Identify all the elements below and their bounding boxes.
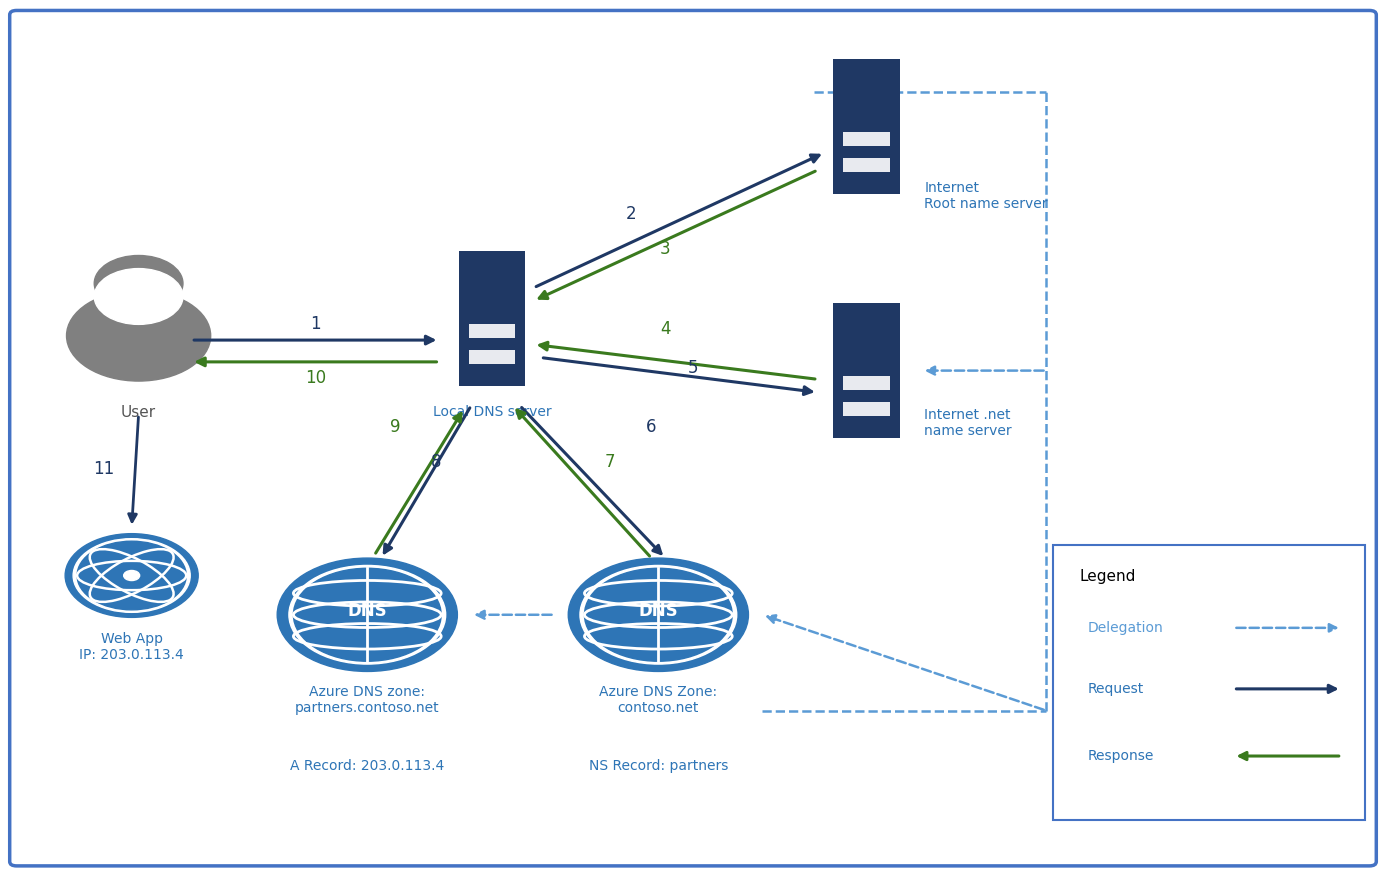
Text: Local DNS server: Local DNS server [432,405,552,419]
FancyBboxPatch shape [1053,545,1365,820]
FancyBboxPatch shape [10,10,1376,866]
FancyBboxPatch shape [833,59,900,194]
Text: Azure DNS Zone:
contoso.net: Azure DNS Zone: contoso.net [599,685,718,715]
Circle shape [288,565,446,664]
Circle shape [277,558,457,671]
Text: 1: 1 [310,316,320,333]
Text: 5: 5 [687,359,699,378]
FancyBboxPatch shape [468,350,516,364]
Circle shape [73,539,190,612]
Circle shape [67,290,211,381]
FancyBboxPatch shape [28,384,249,392]
FancyBboxPatch shape [833,303,900,438]
Text: Legend: Legend [1080,569,1137,583]
FancyBboxPatch shape [843,402,890,416]
Text: 8: 8 [431,453,442,471]
Text: Internet
Root name server: Internet Root name server [924,181,1048,211]
Circle shape [294,569,441,661]
Text: Web App
IP: 203.0.113.4: Web App IP: 203.0.113.4 [79,632,184,663]
Text: Delegation: Delegation [1088,621,1164,635]
FancyBboxPatch shape [468,324,516,337]
Text: 6: 6 [646,419,657,436]
Text: Request: Request [1088,682,1145,696]
Text: DNS: DNS [639,603,678,620]
Circle shape [94,255,183,311]
Text: 9: 9 [389,419,401,436]
Circle shape [585,569,732,661]
Circle shape [568,558,748,671]
FancyBboxPatch shape [459,251,525,385]
Text: Internet .net
name server: Internet .net name server [924,408,1012,438]
FancyBboxPatch shape [843,132,890,146]
Circle shape [94,269,183,324]
Text: DNS: DNS [348,603,387,620]
Text: A Record: 203.0.113.4: A Record: 203.0.113.4 [290,759,445,773]
Text: 10: 10 [305,369,326,386]
Text: User: User [121,405,157,420]
Circle shape [78,542,186,610]
Text: 3: 3 [660,240,671,257]
Text: 7: 7 [604,453,615,471]
FancyBboxPatch shape [843,376,890,390]
FancyBboxPatch shape [843,159,890,173]
Text: Response: Response [1088,749,1155,763]
Text: 4: 4 [660,320,671,338]
Circle shape [123,570,140,581]
Circle shape [579,565,737,664]
Text: Azure DNS zone:
partners.contoso.net: Azure DNS zone: partners.contoso.net [295,685,439,715]
Text: 11: 11 [93,460,115,478]
Circle shape [65,534,198,617]
Text: NS Record: partners: NS Record: partners [589,759,728,773]
Text: 2: 2 [625,205,636,222]
